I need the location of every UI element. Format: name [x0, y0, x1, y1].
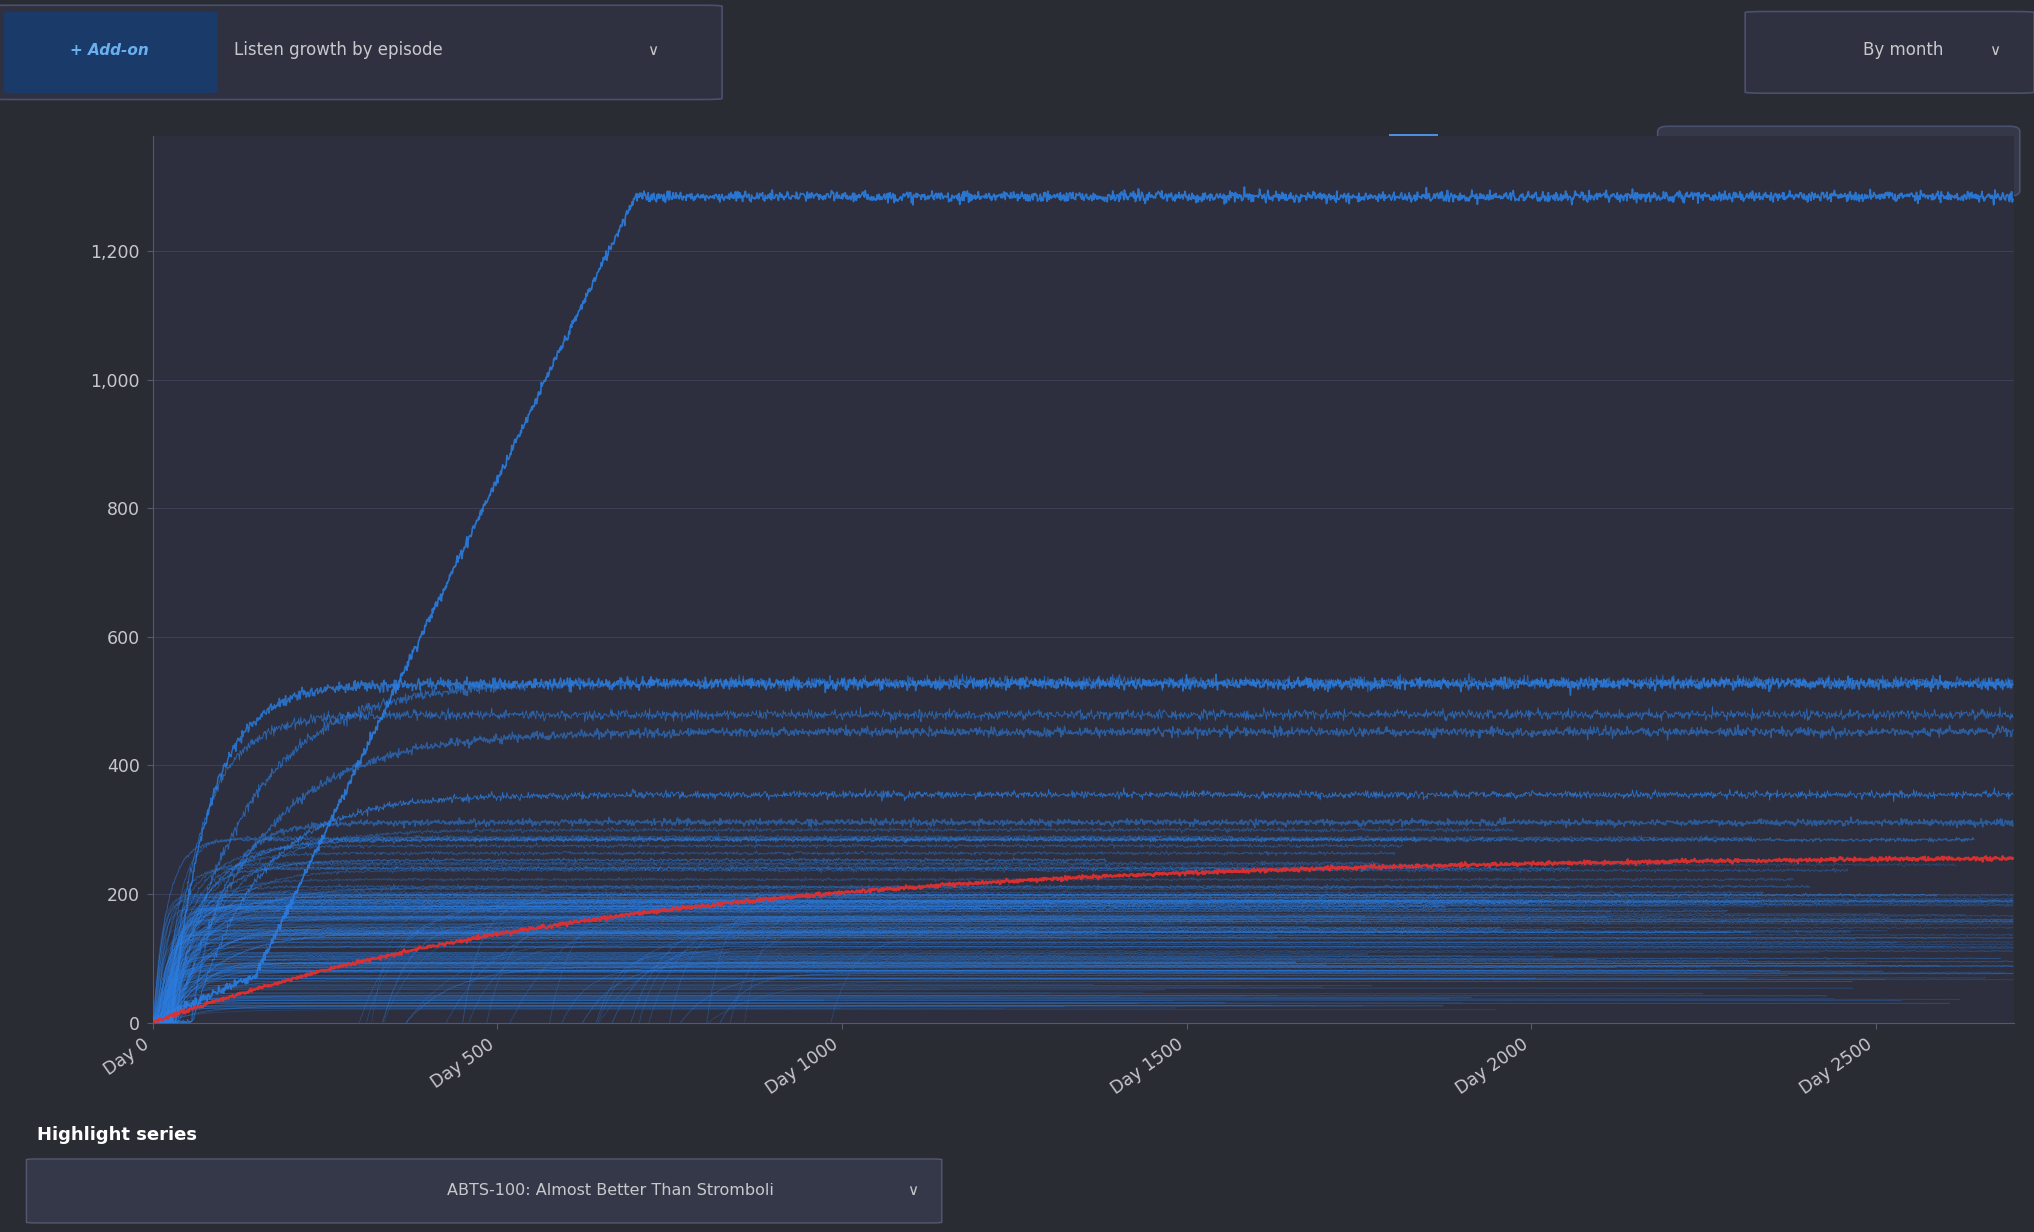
Text: Highlight series: Highlight series — [37, 1126, 197, 1145]
FancyBboxPatch shape — [1745, 11, 2034, 94]
Text: Listen growth by episode: Listen growth by episode — [234, 41, 443, 59]
Text: ∨: ∨ — [907, 1184, 917, 1199]
FancyBboxPatch shape — [1658, 127, 2020, 196]
Text: ⤓ Download as CSV: ⤓ Download as CSV — [1768, 154, 1910, 169]
Text: ABTS-100: Almost Better Than Stromboli: ABTS-100: Almost Better Than Stromboli — [447, 1184, 775, 1199]
Text: + Add-on: + Add-on — [71, 43, 148, 58]
Text: By month: By month — [1863, 41, 1945, 59]
FancyBboxPatch shape — [1389, 134, 1438, 180]
FancyBboxPatch shape — [4, 11, 218, 94]
FancyBboxPatch shape — [0, 5, 722, 100]
FancyBboxPatch shape — [26, 1159, 942, 1223]
Text: ∨: ∨ — [1989, 43, 1999, 58]
Text: ∨: ∨ — [647, 43, 657, 58]
Text: ✔: ✔ — [1408, 150, 1420, 164]
Text: Show as ghost: Show as ghost — [1450, 149, 1562, 165]
